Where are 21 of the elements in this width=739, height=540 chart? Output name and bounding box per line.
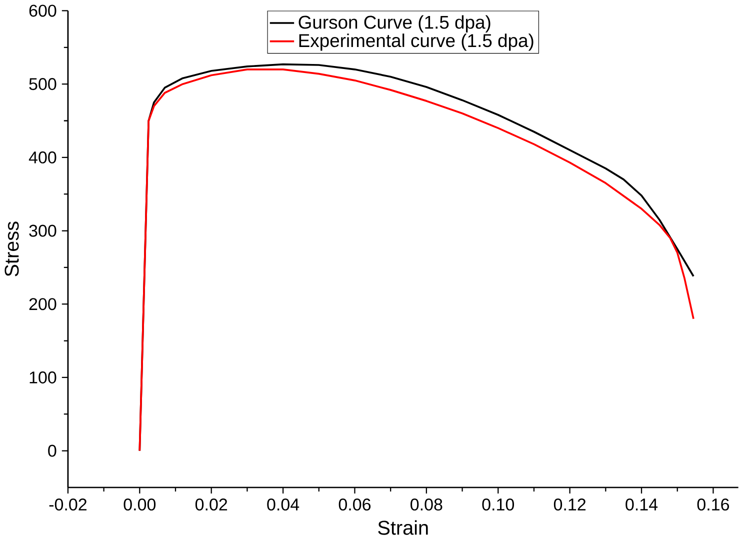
x-tick-label: 0.02 (195, 498, 228, 511)
y-tick-label: 600 (29, 4, 56, 17)
x-tick-label: 0.14 (626, 498, 658, 511)
x-tick-label: 0.12 (554, 498, 586, 511)
x-tick-label: 0.16 (697, 498, 730, 511)
x-tick-label: 0.08 (410, 498, 442, 511)
y-tick-label: 200 (29, 298, 56, 310)
x-tick-label: 0.04 (267, 498, 300, 511)
x-tick-label: 0.06 (338, 498, 371, 511)
legend-label: Experimental curve (1.5 dpa) (299, 34, 534, 51)
legend-label: Gurson Curve (1.5 dpa) (298, 15, 490, 33)
y-tick-label: 400 (28, 152, 56, 164)
y-axis-title: Stress (4, 222, 19, 277)
y-tick-label: 100 (30, 372, 56, 384)
y-tick-label: 500 (29, 78, 56, 90)
x-tick-label: -0.02 (49, 498, 86, 511)
x-tick-label: 0.00 (124, 498, 156, 511)
y-tick-label: 300 (29, 224, 56, 237)
y-tick-label: 0 (48, 444, 56, 457)
x-axis-title: Strain (378, 520, 428, 536)
x-tick-label: 0.10 (482, 498, 514, 511)
